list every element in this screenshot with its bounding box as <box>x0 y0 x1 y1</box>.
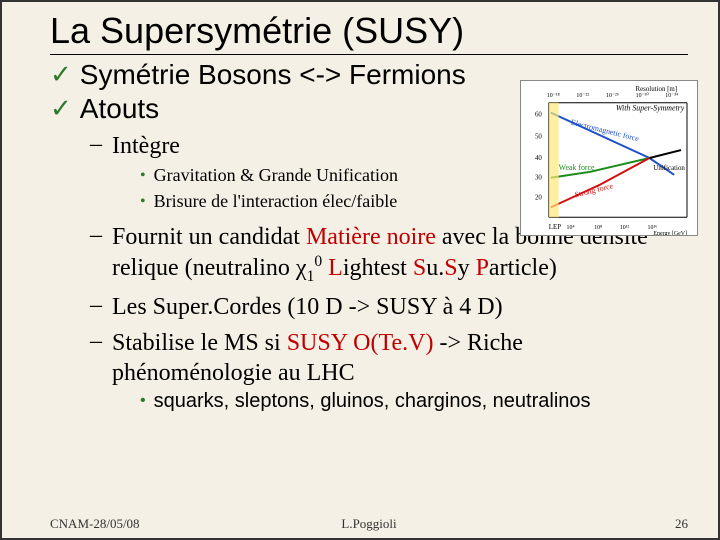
svg-text:10⁻¹⁸: 10⁻¹⁸ <box>547 93 560 99</box>
bullet-text: Symétrie Bosons <-> Fermions <box>80 59 466 91</box>
red-term: S <box>413 255 426 281</box>
dash-icon: – <box>90 222 102 249</box>
red-term: S <box>444 255 457 281</box>
red-term: Matière noire <box>306 224 436 250</box>
svg-text:Unification: Unification <box>653 165 685 172</box>
dot-icon: • <box>140 165 146 187</box>
check-icon: ✓ <box>50 59 72 90</box>
svg-text:50: 50 <box>535 133 542 140</box>
bullet-l2: – Les Super.Cordes (10 D -> SUSY à 4 D) <box>90 292 688 322</box>
svg-text:10⁻²⁶: 10⁻²⁶ <box>606 93 619 99</box>
bullet-text: Atouts <box>80 93 159 125</box>
svg-text:Energy [GeV]: Energy [GeV] <box>653 231 687 235</box>
svg-text:10¹²: 10¹² <box>620 225 630 231</box>
slide: La Supersymétrie (SUSY) ✓ Symétrie Boson… <box>2 2 718 538</box>
dash-icon: – <box>90 292 102 319</box>
bullet-text: Brisure de l'interaction élec/faible <box>154 191 398 212</box>
svg-text:10⁻³⁴: 10⁻³⁴ <box>665 93 678 99</box>
svg-text:30: 30 <box>535 175 542 182</box>
red-term: P <box>476 255 489 281</box>
check-icon: ✓ <box>50 93 72 124</box>
footer-left: CNAM-28/05/08 <box>50 516 263 532</box>
svg-text:40: 40 <box>535 155 542 162</box>
dash-icon: – <box>90 328 102 355</box>
bullet-text: Les Super.Cordes (10 D -> SUSY à 4 D) <box>112 292 503 322</box>
svg-text:10⁸: 10⁸ <box>594 225 602 231</box>
dot-icon: • <box>140 390 146 412</box>
bullet-text: squarks, sleptons, gluinos, charginos, n… <box>154 390 591 413</box>
svg-text:10⁻³⁰: 10⁻³⁰ <box>636 92 650 99</box>
bullet-text: Gravitation & Grande Unification <box>154 165 398 186</box>
unification-chart: Resolution [m] 10⁻¹⁸ 10⁻²² 10⁻²⁶ 10⁻³⁰ 1… <box>520 80 698 236</box>
svg-text:LEP: LEP <box>549 224 561 231</box>
footer: CNAM-28/05/08 L.Poggioli 26 <box>2 516 718 532</box>
red-term: SUSY O(Te.V) <box>287 330 434 356</box>
bullet-l2: – Stabilise le MS si SUSY O(Te.V) -> Ric… <box>90 328 688 388</box>
svg-text:60: 60 <box>535 112 542 119</box>
svg-text:Weak force: Weak force <box>559 163 595 172</box>
svg-text:20: 20 <box>535 194 542 201</box>
bullet-text: Intègre <box>112 131 180 161</box>
dash-icon: – <box>90 131 102 158</box>
svg-text:With Super-Symmetry: With Super-Symmetry <box>616 104 685 113</box>
page-title: La Supersymétrie (SUSY) <box>50 10 688 55</box>
bullet-text: Stabilise le MS si SUSY O(Te.V) -> Riche… <box>112 328 688 388</box>
bullet-l3: • squarks, sleptons, gluinos, charginos,… <box>140 390 688 413</box>
footer-right: 26 <box>475 516 688 532</box>
dot-icon: • <box>140 191 146 213</box>
footer-center: L.Poggioli <box>263 516 476 532</box>
red-term: L <box>328 255 343 281</box>
svg-text:10⁻²²: 10⁻²² <box>576 93 589 99</box>
svg-text:10⁴: 10⁴ <box>567 225 575 231</box>
